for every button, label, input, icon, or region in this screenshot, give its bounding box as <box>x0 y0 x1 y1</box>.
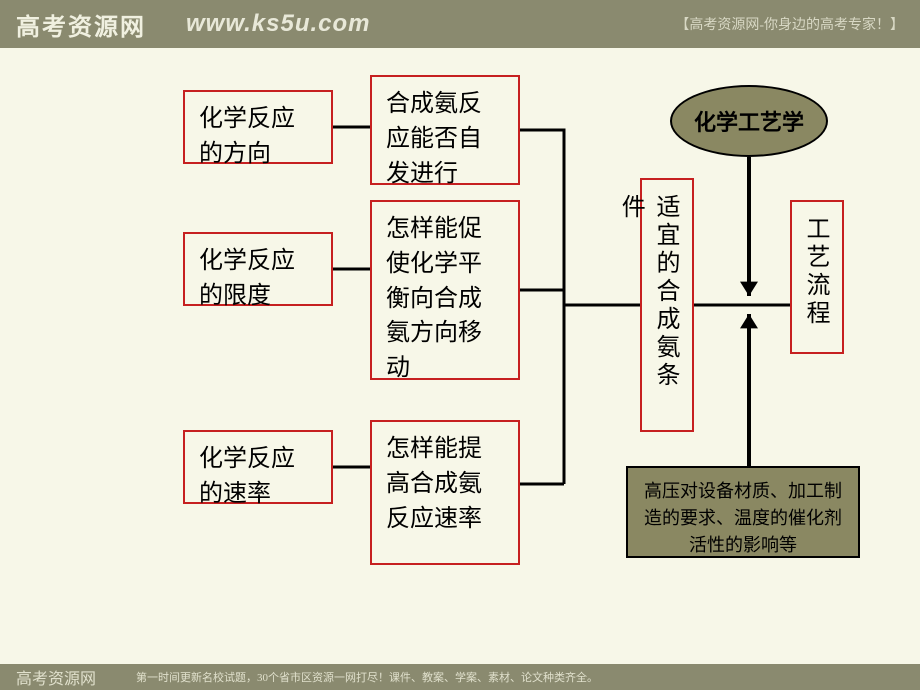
node-speedup: 怎样能提高合成氨反应速率 <box>370 420 520 565</box>
node-process-flow: 工艺流程 <box>790 200 844 354</box>
bottom-text: 第一时间更新名校试题，30个省市区资源一网打尽！课件、教案、学案、素材、论文种类… <box>136 669 598 685</box>
node-equipment-factors: 高压对设备材质、加工制造的要求、温度的催化剂活性的影响等 <box>626 466 860 558</box>
arrow-head-icon <box>740 282 758 296</box>
node-chemical-engineering: 化学工艺学 <box>670 85 828 157</box>
arrow-head-icon <box>740 314 758 328</box>
bottom-logo: 高考资源网 <box>16 665 96 689</box>
bottom-banner: 高考资源网 第一时间更新名校试题，30个省市区资源一网打尽！课件、教案、学案、素… <box>0 664 920 690</box>
node-rate: 化学反应的速率 <box>183 430 333 504</box>
node-equilibrium: 怎样能促使化学平衡向合成氨方向移动 <box>370 200 520 380</box>
banner-url: www.ks5u.com <box>186 10 675 38</box>
connector-line <box>520 130 564 484</box>
banner-logo: 高考资源网 <box>16 7 146 42</box>
node-conditions: 适宜的合成氨条件 <box>640 178 694 432</box>
node-spontaneous: 合成氨反应能否自发进行 <box>370 75 520 185</box>
node-direction: 化学反应的方向 <box>183 90 333 164</box>
banner-tagline: 【高考资源网-你身边的高考专家！】 <box>675 14 904 34</box>
node-extent: 化学反应的限度 <box>183 232 333 306</box>
top-banner: 高考资源网 www.ks5u.com 【高考资源网-你身边的高考专家！】 <box>0 0 920 48</box>
